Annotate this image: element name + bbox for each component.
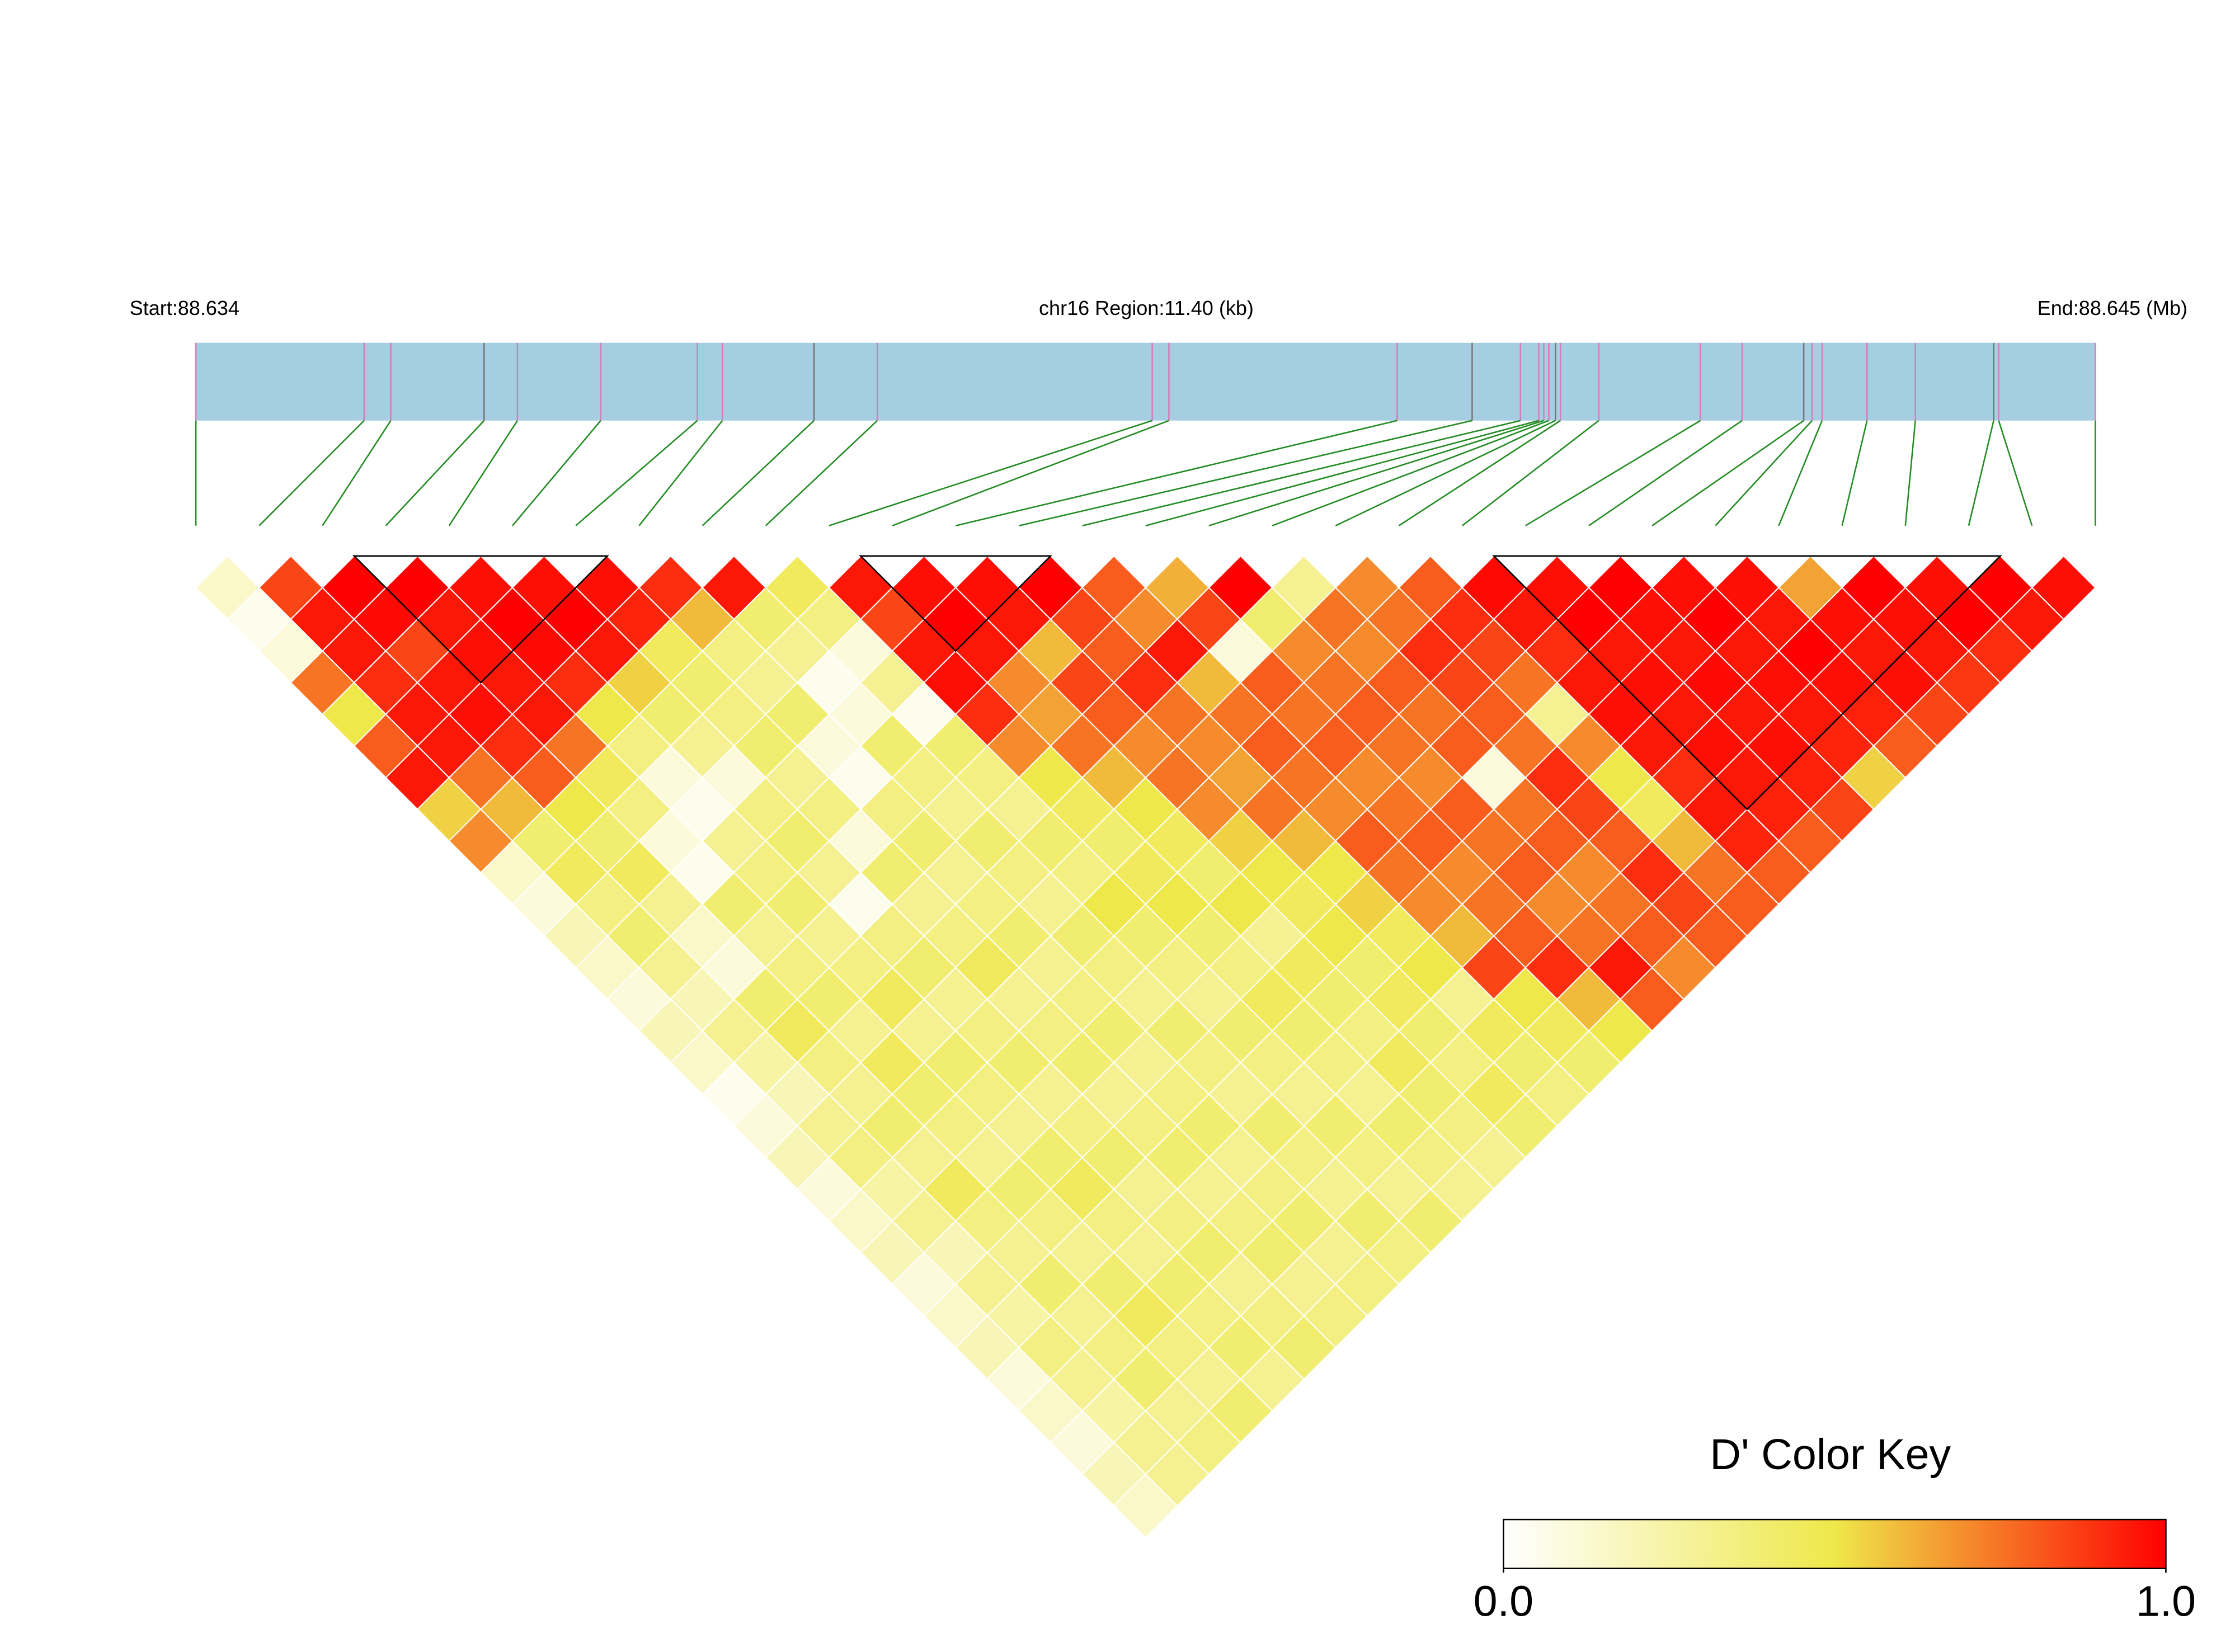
- snp-connector: [575, 420, 698, 526]
- snp-connector: [322, 420, 392, 526]
- snp-connector: [258, 420, 365, 526]
- snp-connector: [1461, 420, 1599, 526]
- snp-connector: [1841, 420, 1868, 526]
- snp-connector: [1588, 420, 1743, 526]
- snp-connector: [1651, 420, 1804, 526]
- snp-connector: [638, 420, 723, 526]
- snp-connector: [1904, 420, 1916, 526]
- snp-connector: [829, 420, 1153, 526]
- region-label: chr16 Region:11.40 (kb): [1039, 296, 1254, 319]
- key-tick-label: 1.0: [2136, 1577, 2196, 1625]
- snp-connector: [1082, 420, 1521, 526]
- gene-bar: [196, 342, 2096, 421]
- snp-connector: [1715, 420, 1813, 526]
- snp-connector: [1272, 420, 1549, 526]
- end-label: End:88.645 (Mb): [2038, 296, 2187, 319]
- snp-connector: [1778, 420, 1823, 526]
- snp-connector: [1208, 420, 1544, 526]
- ld-cell: [2031, 555, 2096, 620]
- key-tick-label: 0.0: [1474, 1577, 1533, 1625]
- snp-connector: [1968, 420, 1994, 526]
- snp-connector: [892, 420, 1169, 526]
- snp-connector: [385, 420, 485, 526]
- snp-connector: [1019, 420, 1472, 526]
- snp-connector: [511, 420, 601, 526]
- snp-connector: [955, 420, 1398, 526]
- ld-block: [859, 555, 1053, 652]
- snp-connector: [1145, 420, 1539, 526]
- snp-connector: [765, 420, 878, 526]
- snp-connector: [448, 420, 518, 526]
- ld-block: [1492, 555, 2002, 811]
- key-title: D' Color Key: [1710, 1430, 1951, 1479]
- ld-block: [352, 555, 609, 684]
- start-label: Start:88.634: [130, 296, 239, 319]
- snp-connector: [1335, 420, 1556, 526]
- snp-connector: [1525, 420, 1701, 526]
- color-key-bar: [1503, 1518, 2167, 1569]
- snp-connector: [1398, 420, 1561, 526]
- snp-connector: [1998, 420, 2033, 526]
- snp-connector: [702, 420, 815, 526]
